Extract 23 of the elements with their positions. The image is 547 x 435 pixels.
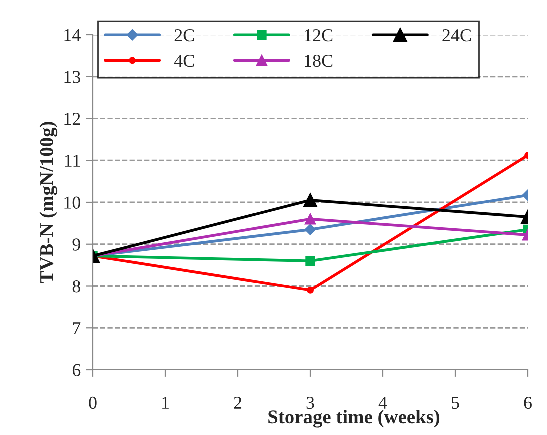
y-tick-label: 11 — [65, 154, 80, 167]
y-tick-label: 7 — [73, 322, 81, 334]
y-tick-label: 9 — [72, 238, 80, 251]
y-tick-label: 13 — [64, 71, 80, 84]
legend-label: 24C — [442, 30, 472, 42]
x-tick-label: 2 — [234, 396, 242, 409]
legend-label: 4C — [174, 55, 194, 68]
legend-label: 2C — [174, 30, 194, 42]
x-tick-label: 1 — [162, 397, 169, 409]
x-tick-label: 0 — [89, 396, 97, 410]
x-tick-label: 5 — [452, 397, 460, 410]
x-tick-label: 4 — [378, 397, 388, 409]
y-axis-title: TVB-N (mgN/100g) — [40, 122, 58, 284]
legend-label: 12C — [305, 30, 333, 42]
x-tick-label: 6 — [524, 396, 532, 410]
x-axis-title: Storage time (weeks) — [268, 410, 440, 428]
x-tick-label: 3 — [306, 396, 314, 410]
legend-label: 18C — [305, 54, 333, 68]
y-tick-label: 8 — [72, 280, 81, 293]
y-tick-label: 10 — [64, 196, 81, 209]
y-tick-label: 12 — [64, 113, 80, 126]
y-tick-label: 14 — [64, 29, 81, 42]
y-tick-label: 6 — [72, 364, 81, 376]
